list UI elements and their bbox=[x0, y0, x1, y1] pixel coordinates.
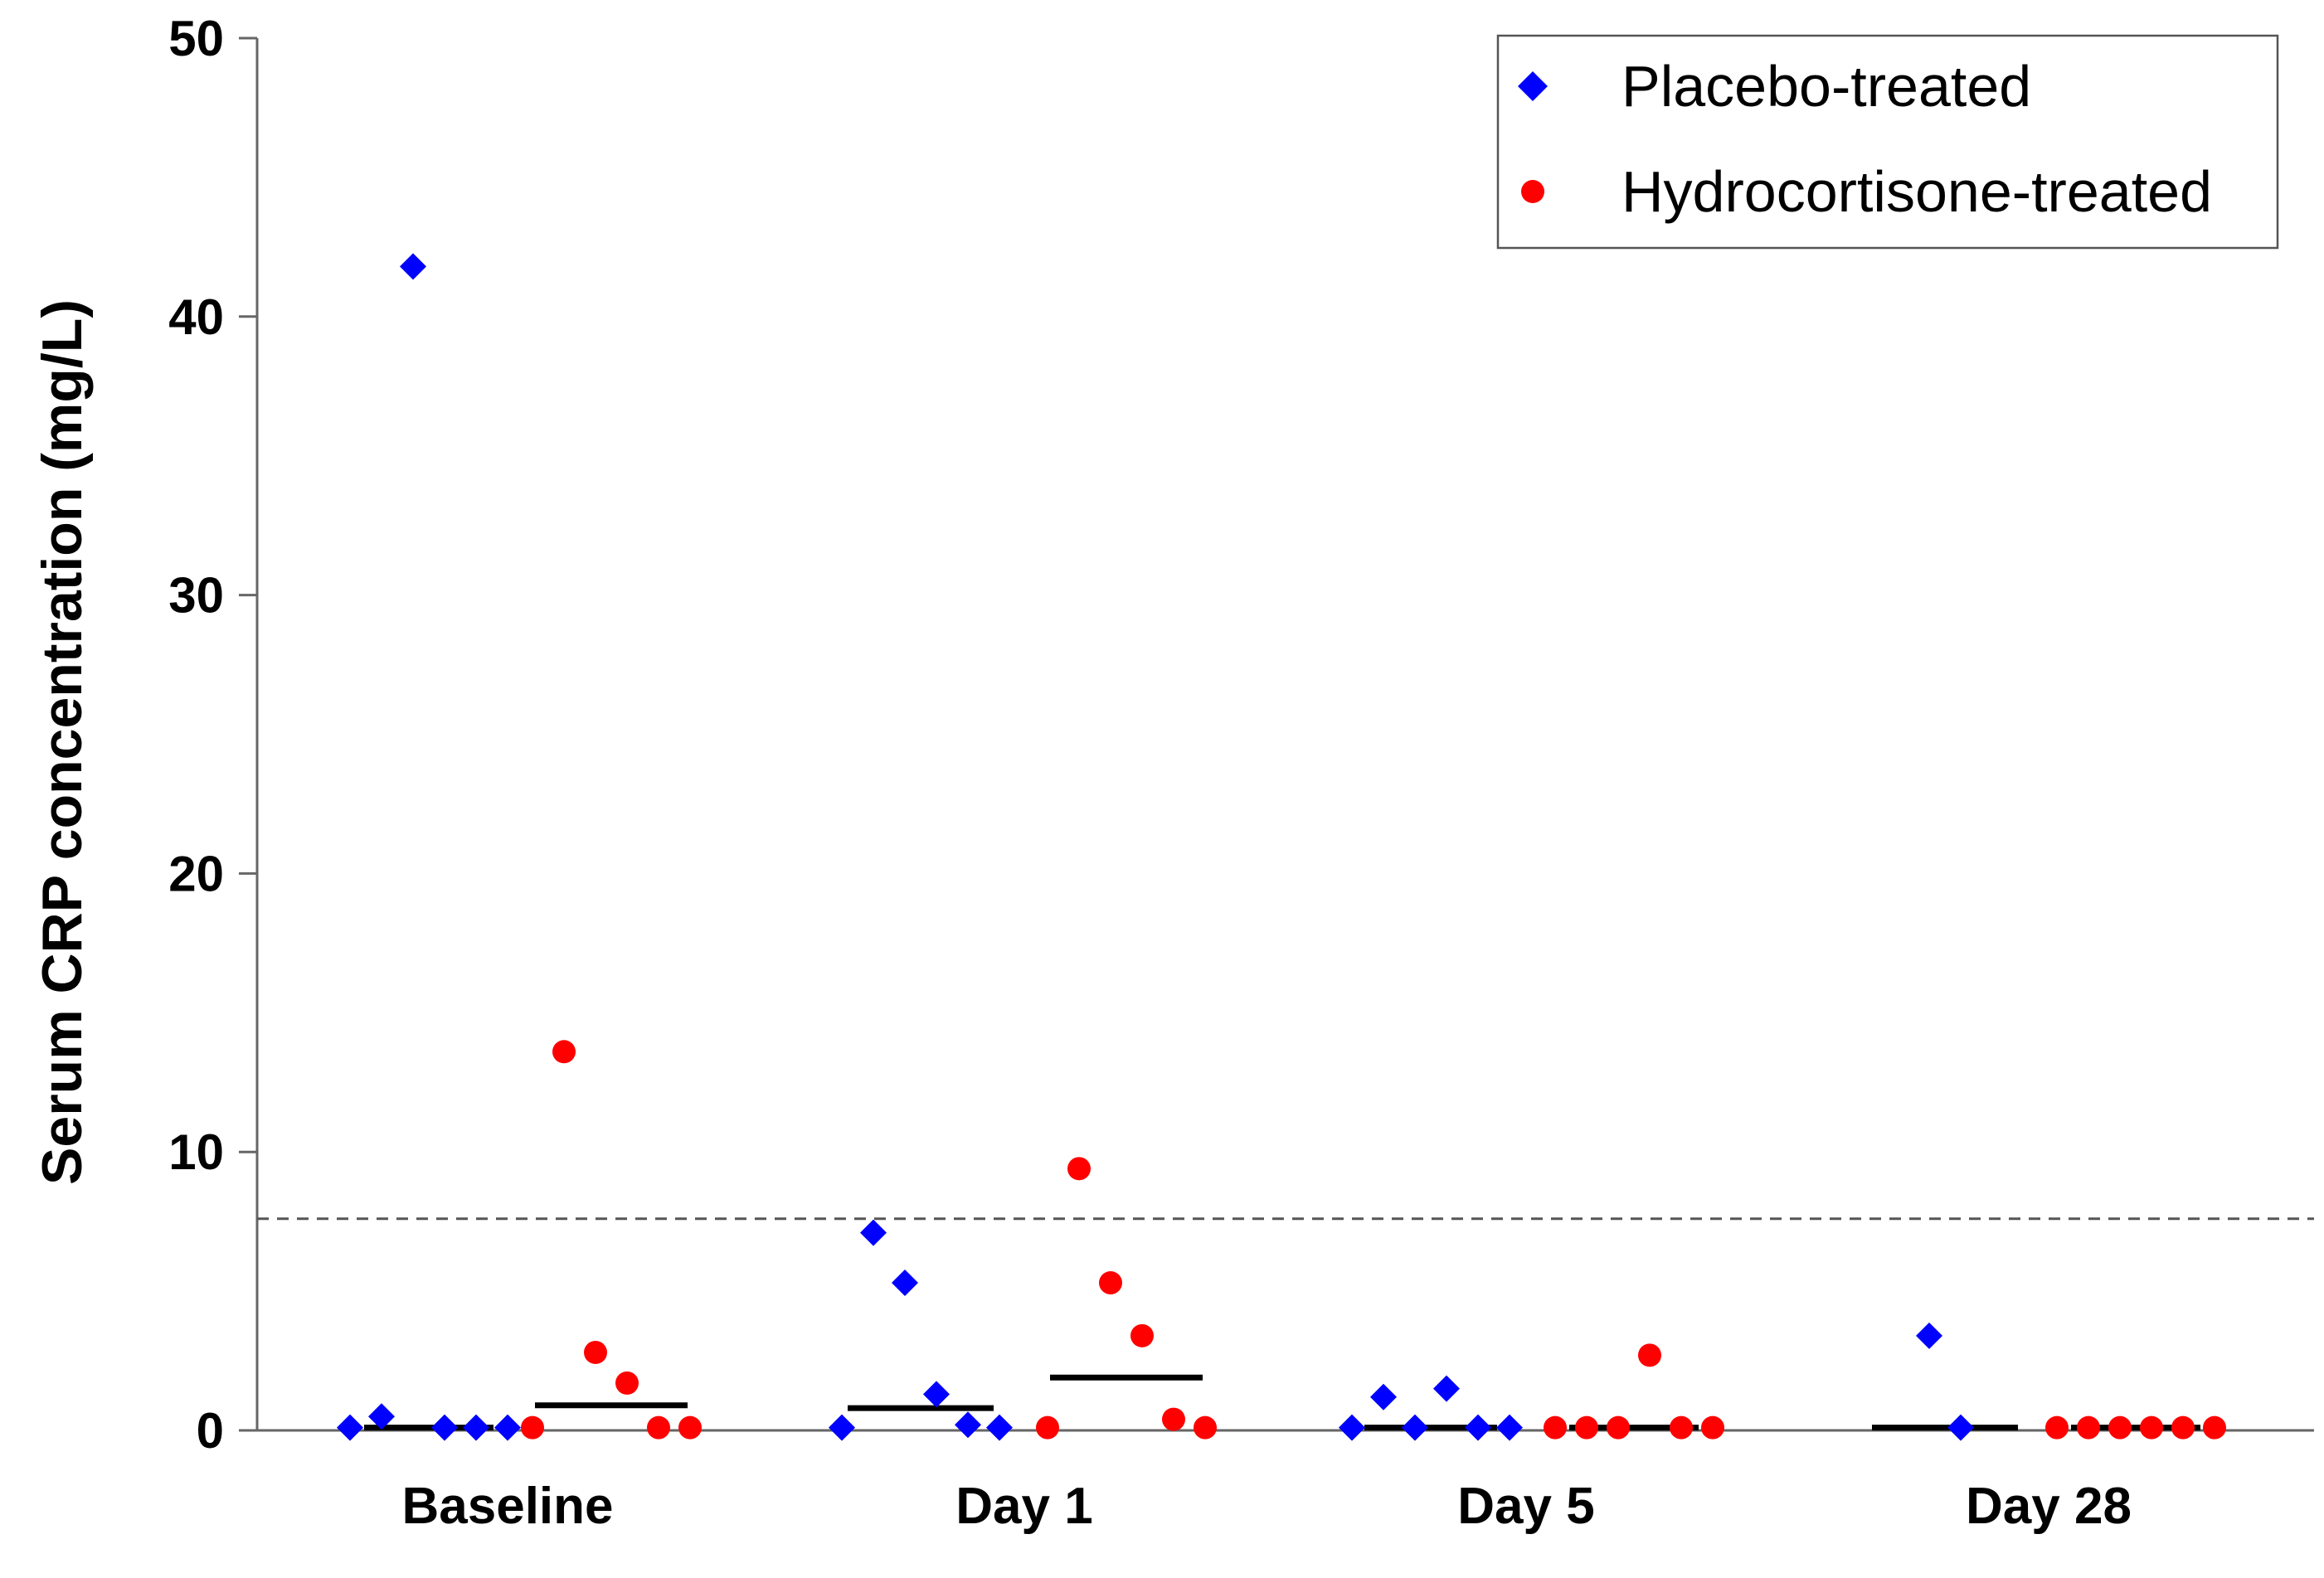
hydrocortisone-point bbox=[2108, 1415, 2132, 1440]
hydrocortisone-point bbox=[2203, 1415, 2226, 1440]
placebo-point bbox=[892, 1270, 918, 1297]
hydrocortisone-point bbox=[1130, 1323, 1154, 1347]
hydrocortisone-point bbox=[1575, 1415, 1598, 1440]
y-tick-label-0: 0 bbox=[197, 1403, 224, 1459]
hydrocortisone-point bbox=[521, 1415, 544, 1440]
hydrocortisone-point bbox=[2171, 1415, 2195, 1440]
legend-marker-hydrocortisone bbox=[1521, 180, 1544, 203]
hydrocortisone-point bbox=[647, 1415, 670, 1440]
hydrocortisone-point bbox=[1099, 1271, 1122, 1295]
legend-box bbox=[1496, 34, 2279, 250]
x-category-label-baseline: Baseline bbox=[401, 1478, 613, 1535]
placebo-point bbox=[494, 1414, 521, 1441]
hydrocortisone-point bbox=[1544, 1415, 1567, 1440]
placebo-point bbox=[1339, 1414, 1365, 1441]
placebo-point bbox=[955, 1411, 981, 1439]
hydrocortisone-point bbox=[1670, 1415, 1693, 1440]
placebo-point bbox=[368, 1403, 395, 1430]
placebo-point bbox=[1465, 1414, 1491, 1441]
hydrocortisone-point bbox=[2140, 1415, 2163, 1440]
legend: Placebo-treated Hydrocortisone-treated bbox=[1496, 34, 2279, 250]
data-points bbox=[337, 253, 2226, 1441]
legend-label-placebo: Placebo-treated bbox=[1621, 54, 2031, 119]
placebo-point bbox=[431, 1414, 458, 1441]
median-bars bbox=[364, 1374, 2200, 1431]
hydrocortisone-point bbox=[1067, 1157, 1091, 1181]
y-axis-title: Serum CRP concentration (mg/L) bbox=[31, 299, 94, 1185]
legend-marker-placebo bbox=[1518, 71, 1548, 101]
y-tick-label-40: 40 bbox=[168, 289, 224, 345]
x-category-label-day-1: Day 1 bbox=[955, 1478, 1092, 1535]
y-tick-label-10: 10 bbox=[168, 1124, 224, 1180]
placebo-point bbox=[1496, 1414, 1523, 1441]
hydrocortisone-point bbox=[584, 1340, 607, 1364]
y-tick-label-20: 20 bbox=[168, 846, 224, 901]
hydrocortisone-point bbox=[2045, 1415, 2069, 1440]
hydrocortisone-point bbox=[552, 1040, 576, 1064]
placebo-point bbox=[1370, 1383, 1397, 1410]
hydrocortisone-point bbox=[678, 1415, 702, 1440]
placebo-point bbox=[860, 1219, 887, 1246]
hydrocortisone-point bbox=[1701, 1415, 1724, 1440]
hydrocortisone-point bbox=[1036, 1415, 1059, 1440]
hydrocortisone-point bbox=[1162, 1407, 1185, 1431]
placebo-point bbox=[986, 1414, 1013, 1441]
placebo-point bbox=[1402, 1414, 1428, 1441]
y-tick-label-30: 30 bbox=[168, 568, 224, 624]
placebo-point bbox=[1433, 1375, 1460, 1402]
hydrocortisone-point bbox=[615, 1371, 639, 1395]
placebo-point bbox=[400, 253, 426, 280]
placebo-point bbox=[829, 1414, 855, 1441]
placebo-point bbox=[1916, 1322, 1942, 1349]
hydrocortisone-point bbox=[1638, 1343, 1661, 1367]
placebo-point bbox=[463, 1414, 489, 1441]
x-category-label-day-5: Day 5 bbox=[1457, 1478, 1594, 1535]
tick-labels: 0 10 20 30 40 50 Baseline Day 1 Day 5 Day 28 bbox=[168, 11, 2132, 1535]
hydrocortisone-point bbox=[2077, 1415, 2100, 1440]
legend-label-hydrocortisone: Hydrocortisone-treated bbox=[1621, 159, 2212, 224]
y-tick-label-50: 50 bbox=[168, 11, 224, 66]
placebo-point bbox=[923, 1381, 950, 1408]
x-category-label-day-28: Day 28 bbox=[1966, 1478, 2132, 1535]
placebo-point bbox=[1947, 1414, 1974, 1441]
hydrocortisone-point bbox=[1194, 1415, 1217, 1440]
placebo-point bbox=[337, 1414, 363, 1441]
hydrocortisone-point bbox=[1607, 1415, 1630, 1440]
